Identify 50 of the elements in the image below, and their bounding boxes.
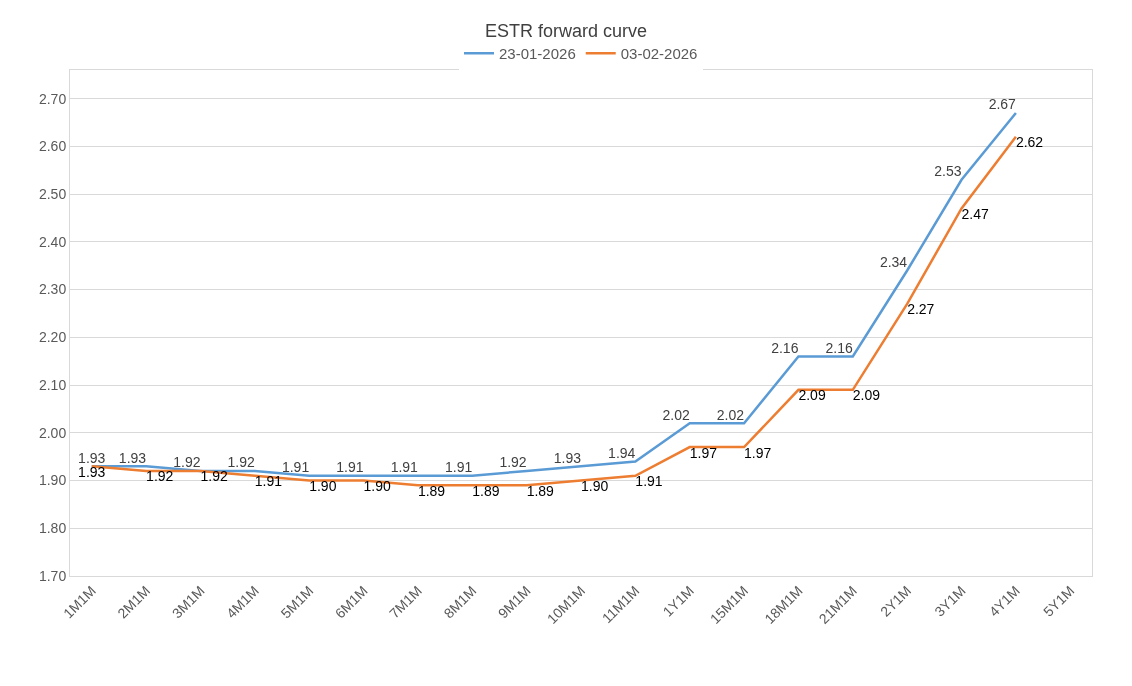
y-tick-label: 1.70 <box>38 567 67 584</box>
data-label: 1.89 <box>472 482 500 499</box>
data-label: 2.09 <box>852 387 881 404</box>
data-label: 2.02 <box>662 406 690 423</box>
chart-title: ESTR forward curve <box>484 20 648 41</box>
data-label: 2.09 <box>798 387 826 404</box>
data-label: 1.89 <box>417 482 446 499</box>
data-label: 2.67 <box>988 96 1017 113</box>
data-label: 1.91 <box>390 459 419 476</box>
data-label: 1.93 <box>553 449 582 466</box>
data-label: 2.02 <box>716 406 745 423</box>
data-label: 1.92 <box>173 454 201 471</box>
y-tick-label: 1.80 <box>38 520 67 537</box>
data-label: 2.47 <box>961 205 989 222</box>
data-label: 1.94 <box>608 444 636 461</box>
data-label: 1.90 <box>581 478 609 495</box>
data-label: 1.89 <box>526 482 555 499</box>
data-label: 1.92 <box>499 454 527 471</box>
data-label: 2.16 <box>825 339 854 356</box>
y-tick-label: 1.90 <box>38 472 67 489</box>
data-label: 1.90 <box>363 478 392 495</box>
y-tick-label: 2.10 <box>38 376 67 393</box>
data-label: 2.34 <box>879 253 908 270</box>
y-tick-label: 2.40 <box>38 233 67 250</box>
data-label: 2.62 <box>1015 134 1044 151</box>
data-label: 2.16 <box>771 339 799 356</box>
data-label: 2.27 <box>907 301 935 318</box>
data-label: 1.90 <box>309 478 337 495</box>
y-tick-label: 2.60 <box>38 138 67 155</box>
data-label: 1.91 <box>336 459 364 476</box>
data-label: 1.91 <box>281 459 310 476</box>
y-tick-label: 2.20 <box>38 329 67 346</box>
data-label: 2.53 <box>934 163 962 180</box>
data-label: 1.91 <box>254 473 283 490</box>
data-label: 1.92 <box>200 468 228 485</box>
data-label: 1.93 <box>78 449 106 466</box>
data-label: 1.93 <box>78 463 106 480</box>
legend-label: 03-02-2026 <box>620 45 698 63</box>
data-label: 1.91 <box>635 473 663 490</box>
data-label: 1.97 <box>689 444 718 461</box>
y-tick-label: 2.00 <box>38 424 67 441</box>
data-label: 1.92 <box>146 468 174 485</box>
data-label: 1.97 <box>744 444 772 461</box>
y-tick-label: 2.30 <box>38 281 67 298</box>
data-label: 1.93 <box>118 449 147 466</box>
legend-label: 23-01-2026 <box>499 45 576 63</box>
data-label: 1.92 <box>227 454 256 471</box>
y-tick-label: 2.70 <box>38 90 67 107</box>
data-label: 1.91 <box>445 459 473 476</box>
y-tick-label: 2.50 <box>38 186 67 203</box>
